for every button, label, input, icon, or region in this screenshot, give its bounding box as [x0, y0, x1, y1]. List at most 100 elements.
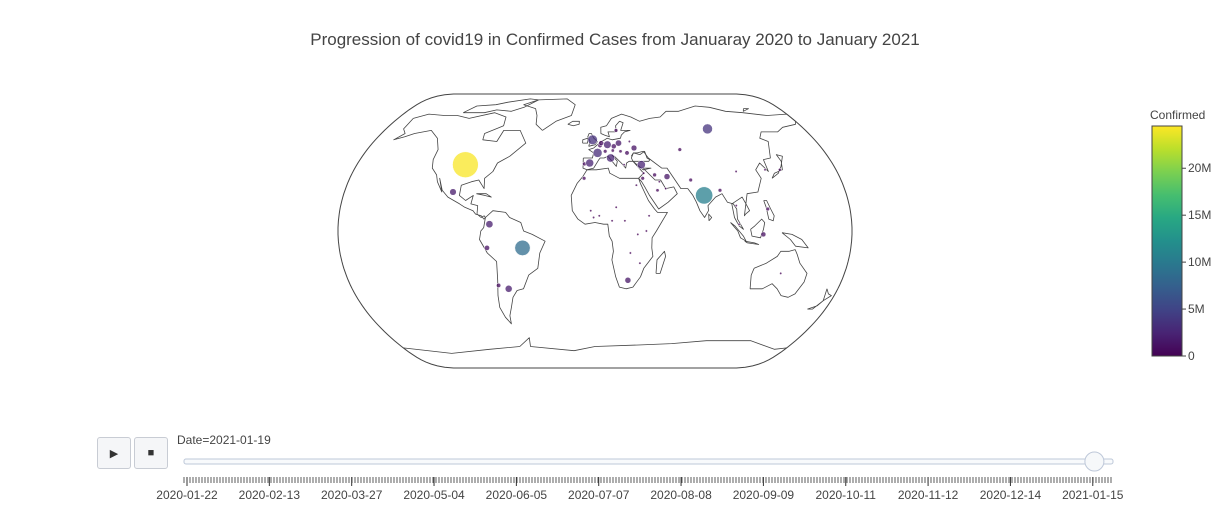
map-point[interactable]: [640, 176, 645, 181]
map-point[interactable]: [779, 271, 783, 275]
colorbar-tick-label: 20M: [1188, 161, 1211, 175]
map-point[interactable]: [695, 186, 713, 205]
map-point[interactable]: [717, 188, 723, 193]
map-point[interactable]: [636, 160, 646, 170]
map-point[interactable]: [592, 216, 596, 219]
stop-icon: ■: [147, 447, 155, 459]
date-slider[interactable]: 2020-01-22 2020-02-13 2020-03-27 2020-05-04…: [150, 448, 1130, 508]
map-point[interactable]: [624, 150, 630, 156]
map-point[interactable]: [614, 205, 618, 209]
coastline: [750, 218, 766, 239]
map-point[interactable]: [702, 123, 713, 135]
map-point[interactable]: [597, 214, 601, 218]
coastline: [749, 249, 808, 298]
map-point[interactable]: [638, 261, 642, 265]
map-point[interactable]: [734, 170, 738, 173]
coastline: [403, 337, 787, 354]
coastline: [655, 250, 666, 274]
map-point[interactable]: [760, 231, 767, 238]
slider-tick-label: 2020-12-14: [980, 488, 1042, 502]
map-point[interactable]: [630, 144, 638, 152]
coastline: [807, 300, 824, 310]
map-point[interactable]: [504, 285, 513, 293]
colorbar-gradient: [1151, 125, 1183, 357]
map-point[interactable]: [603, 149, 608, 154]
land-outline: [393, 98, 832, 354]
map-point[interactable]: [618, 149, 623, 154]
map-point[interactable]: [598, 140, 604, 146]
map-frame: [337, 93, 853, 369]
map-point[interactable]: [484, 245, 490, 251]
map-point[interactable]: [603, 140, 612, 149]
map-point[interactable]: [652, 172, 657, 178]
chart-title: Progression of covid19 in Confirmed Case…: [310, 30, 920, 49]
map-point[interactable]: [613, 128, 619, 133]
slider-rail[interactable]: [183, 458, 1114, 465]
map-point[interactable]: [611, 143, 617, 150]
coastline: [463, 98, 539, 114]
map-point[interactable]: [628, 251, 632, 255]
slider-tick-label: 2020-08-08: [650, 488, 712, 502]
map-point[interactable]: [636, 232, 640, 236]
slider-tick-label: 2020-03-27: [321, 488, 383, 502]
slider-tick-label: 2020-11-12: [898, 488, 959, 502]
slider-handle[interactable]: [1084, 451, 1105, 472]
coastline: [393, 112, 527, 220]
map-point[interactable]: [485, 220, 494, 229]
map-point[interactable]: [606, 153, 615, 163]
map-point[interactable]: [514, 239, 531, 256]
colorbar-tick-label: 15M: [1188, 208, 1211, 222]
map-point[interactable]: [642, 171, 646, 175]
map-point[interactable]: [449, 188, 457, 196]
slider-tick-label: 2020-07-07: [568, 488, 630, 502]
coastline: [570, 167, 668, 290]
coastline: [582, 137, 589, 144]
map-point[interactable]: [589, 209, 593, 213]
colorbar-tick-label: 0: [1188, 349, 1195, 363]
stop-button[interactable]: ■: [134, 437, 168, 469]
map-point[interactable]: [496, 282, 502, 288]
map-point[interactable]: [647, 214, 651, 218]
map-point[interactable]: [677, 147, 682, 152]
map-point[interactable]: [763, 168, 767, 172]
map-point[interactable]: [634, 183, 638, 187]
map-point[interactable]: [615, 139, 622, 147]
map-point[interactable]: [765, 206, 770, 212]
coastline: [822, 288, 832, 302]
slider-tick-label: 2020-02-13: [239, 488, 301, 502]
map-point[interactable]: [624, 277, 632, 284]
map-point[interactable]: [592, 148, 603, 158]
colorbar: 0 5M 10M 15M 20M: [1151, 125, 1211, 363]
play-button[interactable]: ▶: [97, 437, 131, 469]
coastline: [744, 240, 760, 245]
map-point[interactable]: [585, 158, 594, 168]
map-point[interactable]: [688, 177, 693, 183]
coastline: [708, 213, 713, 222]
slider-tick-label: 2020-09-09: [733, 488, 795, 502]
slider-tick-label: 2020-10-11: [815, 488, 876, 502]
slider-tick-label: 2020-06-05: [486, 488, 548, 502]
map-point[interactable]: [581, 176, 587, 181]
map-point[interactable]: [610, 219, 614, 223]
map-point[interactable]: [734, 204, 738, 208]
map-point[interactable]: [778, 168, 782, 172]
map-point[interactable]: [737, 222, 741, 226]
geo-map[interactable]: [330, 90, 860, 372]
map-point[interactable]: [663, 173, 671, 180]
coastline: [567, 120, 580, 127]
colorbar-tick-label: 10M: [1188, 255, 1211, 269]
map-point[interactable]: [452, 151, 479, 178]
coastline: [583, 105, 796, 230]
map-point[interactable]: [587, 134, 598, 145]
map-point[interactable]: [623, 219, 627, 223]
map-point[interactable]: [664, 187, 668, 191]
map-point[interactable]: [655, 188, 660, 193]
map-point[interactable]: [657, 180, 661, 184]
map-point[interactable]: [627, 140, 631, 143]
map-point[interactable]: [622, 163, 626, 167]
slider-minor-ticks: [183, 477, 1112, 483]
slider-tick-label: 2020-05-04: [403, 488, 465, 502]
map-point[interactable]: [644, 229, 648, 233]
map-point[interactable]: [610, 148, 615, 153]
coastline: [476, 193, 492, 198]
